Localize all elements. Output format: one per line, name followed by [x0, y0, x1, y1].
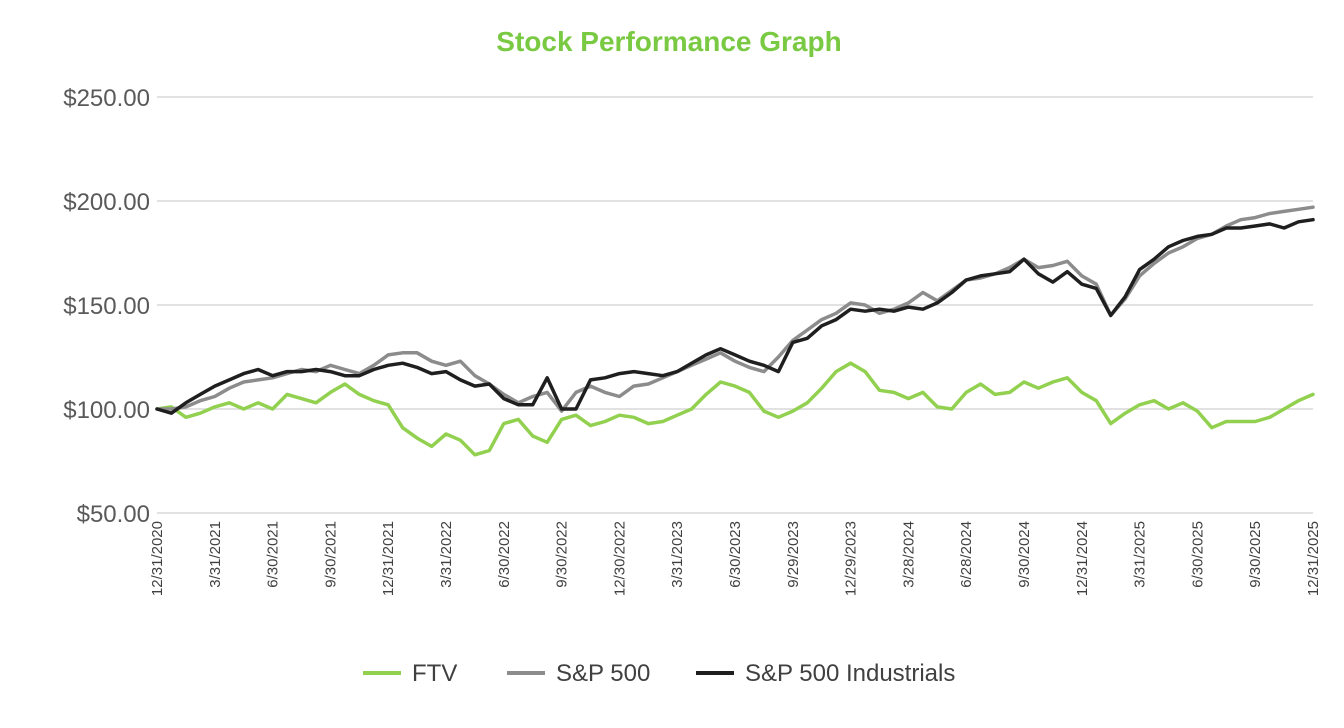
x-tick-label: 9/29/2023	[785, 521, 802, 588]
x-tick-label: 12/31/2025	[1305, 521, 1322, 596]
x-tick-label: 12/31/2024	[1074, 521, 1091, 596]
series-line-ftv	[155, 361, 1315, 457]
x-tick-label: 12/31/2020	[149, 521, 166, 596]
legend-label: FTV	[412, 660, 457, 687]
x-tick-label: 12/31/2021	[380, 521, 397, 596]
y-tick-label: $200.00	[63, 189, 150, 216]
chart-title: Stock Performance Graph	[496, 26, 842, 57]
x-tick-label: 6/30/2023	[727, 521, 744, 588]
x-tick-label: 3/31/2023	[669, 521, 686, 588]
series-line-s-p-500	[155, 205, 1315, 413]
x-tick-label: 3/28/2024	[900, 521, 917, 588]
x-tick-label: 9/30/2024	[1016, 521, 1033, 588]
x-tick-label: 6/30/2021	[265, 521, 282, 588]
x-tick-label: 3/31/2022	[438, 521, 455, 588]
series-line-s-p-500-industrials	[155, 217, 1315, 415]
x-tick-label: 9/30/2022	[554, 521, 571, 588]
x-tick-label: 9/30/2021	[322, 521, 339, 588]
x-tick-label: 6/28/2024	[958, 521, 975, 588]
y-tick-label: $50.00	[77, 501, 150, 528]
x-tick-label: 12/30/2022	[611, 521, 628, 596]
y-tick-label: $150.00	[63, 293, 150, 320]
x-tick-label: 12/29/2023	[843, 521, 860, 596]
x-tick-label: 9/30/2025	[1247, 521, 1264, 588]
y-tick-label: $250.00	[63, 85, 150, 112]
y-tick-label: $100.00	[63, 397, 150, 424]
x-tick-label: 6/30/2025	[1189, 521, 1206, 588]
x-tick-label: 3/31/2025	[1132, 521, 1149, 588]
x-tick-label: 3/31/2021	[207, 521, 224, 588]
legend-label: S&P 500	[556, 660, 650, 687]
x-tick-label: 6/30/2022	[496, 521, 513, 588]
legend-label: S&P 500 Industrials	[745, 660, 955, 687]
